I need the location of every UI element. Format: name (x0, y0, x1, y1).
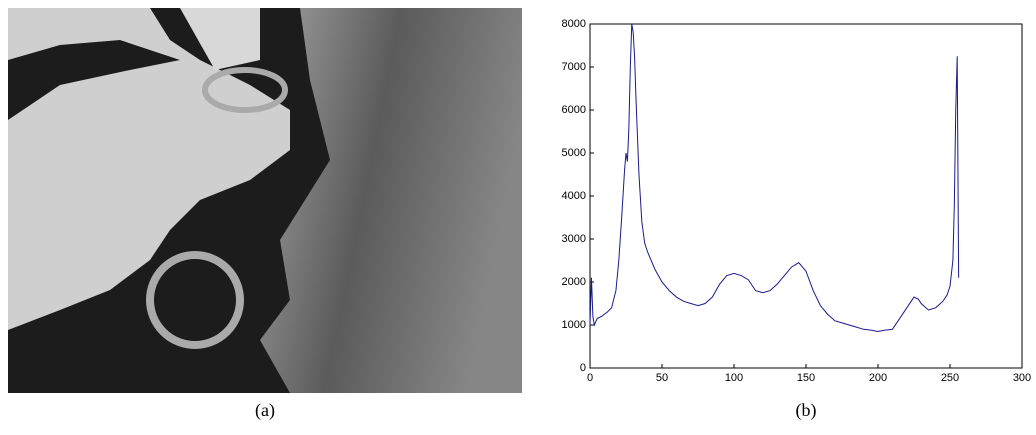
y-tick-label: 5000 (562, 147, 586, 159)
x-tick-label: 50 (656, 372, 668, 384)
y-tick-label: 8000 (562, 18, 586, 30)
y-tick-label: 2000 (562, 276, 586, 288)
y-tick-label: 6000 (562, 104, 586, 116)
line (589, 23, 960, 332)
caption: (a) (255, 400, 275, 421)
y-tick-label: 3000 (562, 233, 586, 245)
satellite-image (8, 8, 522, 393)
caption: (b) (796, 400, 817, 421)
x-tick-label: 150 (797, 372, 815, 384)
y-tick-label: 0 (580, 362, 586, 374)
y-tick-label: 1000 (562, 319, 586, 331)
x-tick-label: 250 (941, 372, 959, 384)
y-tick-label: 7000 (562, 61, 586, 73)
x-tick-label: 300 (1013, 372, 1031, 384)
x-tick-label: 200 (869, 372, 887, 384)
x-tick-label: 0 (587, 372, 593, 384)
x-tick-label: 100 (725, 372, 743, 384)
y-tick-label: 4000 (562, 190, 586, 202)
